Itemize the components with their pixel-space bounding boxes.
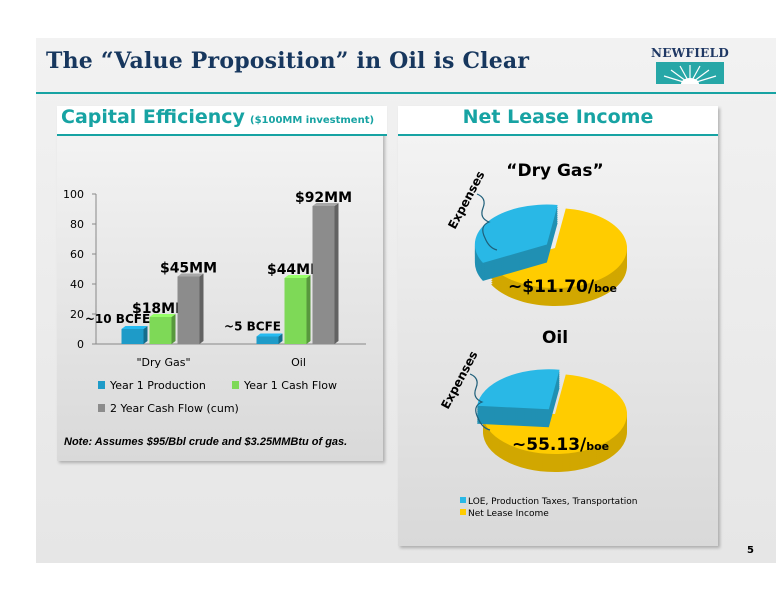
capital-efficiency-panel: Capital Efficiency ($100MM investment) [57,106,387,461]
title-divider [36,92,776,94]
assumption-note: Note: Assumes $95/Bbl crude and $3.25MMB… [64,436,348,448]
page-number: 5 [747,545,754,556]
capital-efficiency-header: Capital Efficiency ($100MM investment) [57,106,387,136]
net-lease-income-panel: Net Lease Income [398,106,718,546]
net-lease-income-header: Net Lease Income [398,106,718,136]
capital-efficiency-title: Capital Efficiency [61,106,245,128]
sunrise-icon [656,62,724,84]
net-lease-income-title: Net Lease Income [462,106,654,128]
capital-efficiency-subtitle: ($100MM investment) [250,115,375,126]
logo-text: NEWFIELD [650,46,730,60]
slide-title: The “Value Proposition” in Oil is Clear [46,48,530,74]
newfield-logo: NEWFIELD [650,46,730,86]
